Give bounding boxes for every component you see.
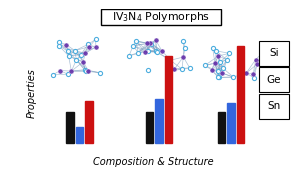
Point <box>146 68 150 71</box>
Point <box>66 54 71 57</box>
Point <box>66 50 71 53</box>
Point <box>85 43 90 46</box>
Point <box>167 70 172 73</box>
Point <box>216 76 221 79</box>
Bar <box>66 112 74 143</box>
Bar <box>85 101 92 143</box>
Bar <box>76 127 83 143</box>
Point <box>216 76 220 79</box>
Point <box>149 42 154 45</box>
Point <box>131 44 136 47</box>
Point <box>183 47 188 50</box>
Point <box>83 70 88 73</box>
Point <box>93 46 98 49</box>
Point <box>172 67 177 70</box>
Point <box>214 49 219 52</box>
Point <box>212 61 217 64</box>
Point <box>160 50 165 53</box>
Point <box>154 51 159 54</box>
Point <box>251 76 256 79</box>
Point <box>148 42 153 45</box>
Point <box>50 73 55 76</box>
Point <box>83 68 87 71</box>
Point <box>259 52 264 55</box>
Point <box>142 50 147 53</box>
Point <box>210 46 215 49</box>
Point <box>216 70 220 73</box>
Point <box>224 58 229 61</box>
Point <box>231 76 236 79</box>
Point <box>209 68 214 71</box>
Text: $\mathrm{IV_3N_4}$ Polymorphs: $\mathrm{IV_3N_4}$ Polymorphs <box>112 10 210 24</box>
Bar <box>227 103 235 143</box>
Bar <box>259 41 289 66</box>
Point <box>74 58 79 61</box>
Point <box>181 56 186 59</box>
Point <box>145 42 150 45</box>
Point <box>255 63 259 66</box>
Point <box>227 52 232 55</box>
Point <box>87 45 92 48</box>
Point <box>154 49 159 52</box>
Point <box>217 61 222 64</box>
Bar <box>237 46 244 143</box>
Point <box>145 49 150 52</box>
Bar <box>165 56 172 143</box>
Point <box>69 70 74 73</box>
Point <box>56 44 61 47</box>
Point <box>83 52 88 55</box>
Point <box>180 68 185 71</box>
Point <box>64 43 69 46</box>
Bar <box>218 112 225 143</box>
Point <box>244 71 249 74</box>
Point <box>56 41 61 44</box>
Point <box>72 49 77 52</box>
Point <box>261 43 266 46</box>
Text: Properties: Properties <box>27 68 37 118</box>
Point <box>98 71 103 74</box>
Point <box>58 69 63 72</box>
Point <box>86 69 91 72</box>
Text: Si: Si <box>269 48 279 58</box>
Point <box>134 40 138 43</box>
Bar <box>101 9 221 25</box>
Point <box>65 73 70 76</box>
Point <box>154 39 158 42</box>
Bar <box>155 99 163 143</box>
Point <box>78 53 83 57</box>
Text: Ge: Ge <box>267 75 281 85</box>
Point <box>202 64 207 67</box>
Point <box>251 73 256 76</box>
Point <box>181 40 186 43</box>
Bar <box>259 67 289 92</box>
Point <box>216 54 221 57</box>
Point <box>126 54 131 57</box>
Point <box>220 72 225 75</box>
Point <box>168 59 173 62</box>
Text: Composition & Structure: Composition & Structure <box>93 157 214 167</box>
Bar <box>146 112 154 143</box>
Point <box>136 51 141 54</box>
Point <box>220 66 225 69</box>
Point <box>81 60 86 63</box>
Bar <box>259 94 289 119</box>
Point <box>93 38 98 41</box>
Text: Sn: Sn <box>267 101 281 111</box>
Point <box>187 66 192 69</box>
Point <box>253 58 258 61</box>
